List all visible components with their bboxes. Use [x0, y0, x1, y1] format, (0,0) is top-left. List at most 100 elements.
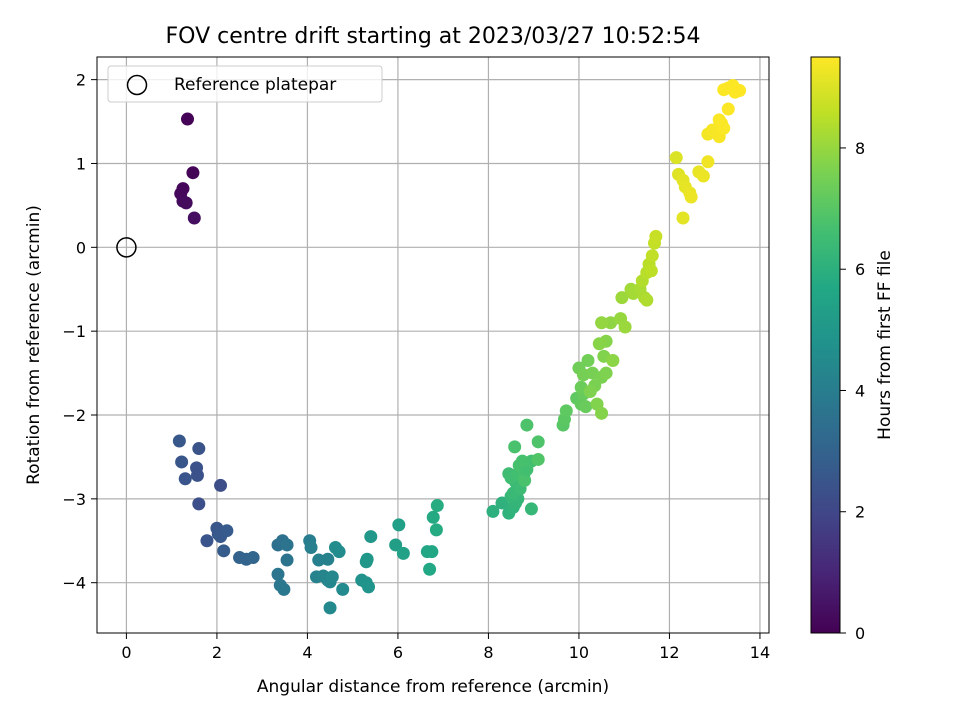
data-point: [644, 264, 658, 278]
data-point: [733, 84, 747, 98]
data-point: [606, 354, 620, 368]
x-tick-label: 0: [121, 643, 131, 662]
data-point: [280, 553, 294, 567]
data-point: [271, 567, 285, 581]
data-point: [581, 354, 595, 368]
data-point: [389, 538, 403, 552]
data-point: [214, 478, 228, 492]
data-point: [701, 155, 715, 169]
x-tick-label: 10: [569, 643, 589, 662]
x-axis-label: Angular distance from reference (arcmin): [257, 677, 609, 697]
data-point: [721, 102, 735, 116]
data-point: [172, 434, 186, 448]
data-point: [392, 518, 406, 532]
data-point: [220, 524, 234, 538]
colorbar-gradient: [810, 56, 841, 634]
data-point: [520, 418, 534, 432]
data-point: [676, 211, 690, 225]
data-point: [640, 293, 654, 307]
x-tick-label: 2: [212, 643, 222, 662]
data-point: [360, 552, 374, 566]
data-point: [190, 468, 204, 482]
data-point: [396, 546, 410, 560]
plot-frame: [96, 56, 770, 634]
data-point: [304, 540, 318, 554]
data-point: [595, 316, 609, 330]
chart-title: FOV centre drift starting at 2023/03/27 …: [166, 24, 701, 49]
y-axis: −4 −3 −2 −1 0 1 2: [62, 71, 97, 593]
x-tick-label: 12: [659, 643, 679, 662]
data-point: [332, 545, 346, 559]
data-point: [595, 406, 609, 420]
data-point: [364, 530, 378, 544]
x-tick-label: 4: [302, 643, 312, 662]
data-point: [604, 316, 618, 330]
data-point: [423, 562, 437, 576]
data-point: [246, 551, 260, 565]
y-tick-label: −1: [62, 322, 86, 341]
y-tick-label: −4: [62, 574, 86, 593]
colorbar-label: Hours from first FF file: [875, 250, 895, 440]
data-point: [217, 544, 231, 558]
y-tick-label: 2: [76, 71, 86, 90]
data-point: [323, 601, 337, 615]
y-tick-label: 0: [76, 238, 86, 257]
data-point: [430, 499, 444, 513]
data-point: [583, 385, 597, 399]
x-tick-label: 6: [393, 643, 403, 662]
data-point: [186, 166, 200, 180]
data-point: [425, 545, 439, 559]
reference-layer: [116, 237, 137, 258]
data-point: [192, 442, 206, 456]
data-point: [187, 211, 201, 225]
data-point: [531, 435, 545, 449]
data-point: [559, 404, 573, 418]
colorbar-tick-label: 8: [855, 139, 865, 158]
y-tick-label: −2: [62, 406, 86, 425]
data-point: [618, 320, 632, 334]
points-layer: [172, 79, 747, 615]
legend-reference-marker: [126, 74, 148, 96]
data-point: [579, 400, 593, 414]
data-point: [179, 196, 193, 210]
colorbar-ticks: 0 2 4 6 8: [840, 139, 865, 643]
data-point: [508, 440, 522, 454]
data-point: [531, 452, 545, 466]
data-point: [336, 582, 350, 596]
data-point: [200, 534, 214, 548]
data-point: [599, 366, 613, 380]
data-point: [277, 582, 291, 596]
data-point: [362, 580, 376, 594]
y-axis-label: Rotation from reference (arcmin): [24, 205, 44, 485]
data-point: [192, 497, 206, 511]
x-tick-label: 14: [750, 643, 770, 662]
legend-label: Reference platepar: [174, 75, 336, 95]
y-tick-label: 1: [76, 154, 86, 173]
x-tick-label: 8: [483, 643, 493, 662]
colorbar-tick-label: 2: [855, 503, 865, 522]
data-point: [426, 510, 440, 524]
data-point: [325, 570, 339, 584]
data-point: [518, 473, 532, 487]
data-point: [280, 538, 294, 552]
legend: Reference platepar: [107, 65, 383, 103]
data-point: [712, 113, 726, 127]
data-point: [181, 112, 195, 126]
data-point: [486, 504, 500, 518]
data-point: [495, 496, 509, 510]
data-point: [592, 337, 606, 351]
data-point: [615, 291, 629, 305]
data-point: [515, 454, 529, 468]
colorbar: 0 2 4 6 8 Hours from first FF file: [810, 56, 895, 643]
data-point: [429, 523, 443, 537]
data-point: [321, 552, 335, 566]
data-point: [175, 455, 189, 469]
colorbar-tick-label: 0: [855, 624, 865, 643]
data-point: [669, 151, 683, 165]
data-point: [696, 169, 710, 183]
data-point: [684, 190, 698, 204]
reference-platepar-marker: [116, 237, 137, 258]
data-point: [649, 229, 663, 243]
legend-box: [107, 65, 383, 103]
